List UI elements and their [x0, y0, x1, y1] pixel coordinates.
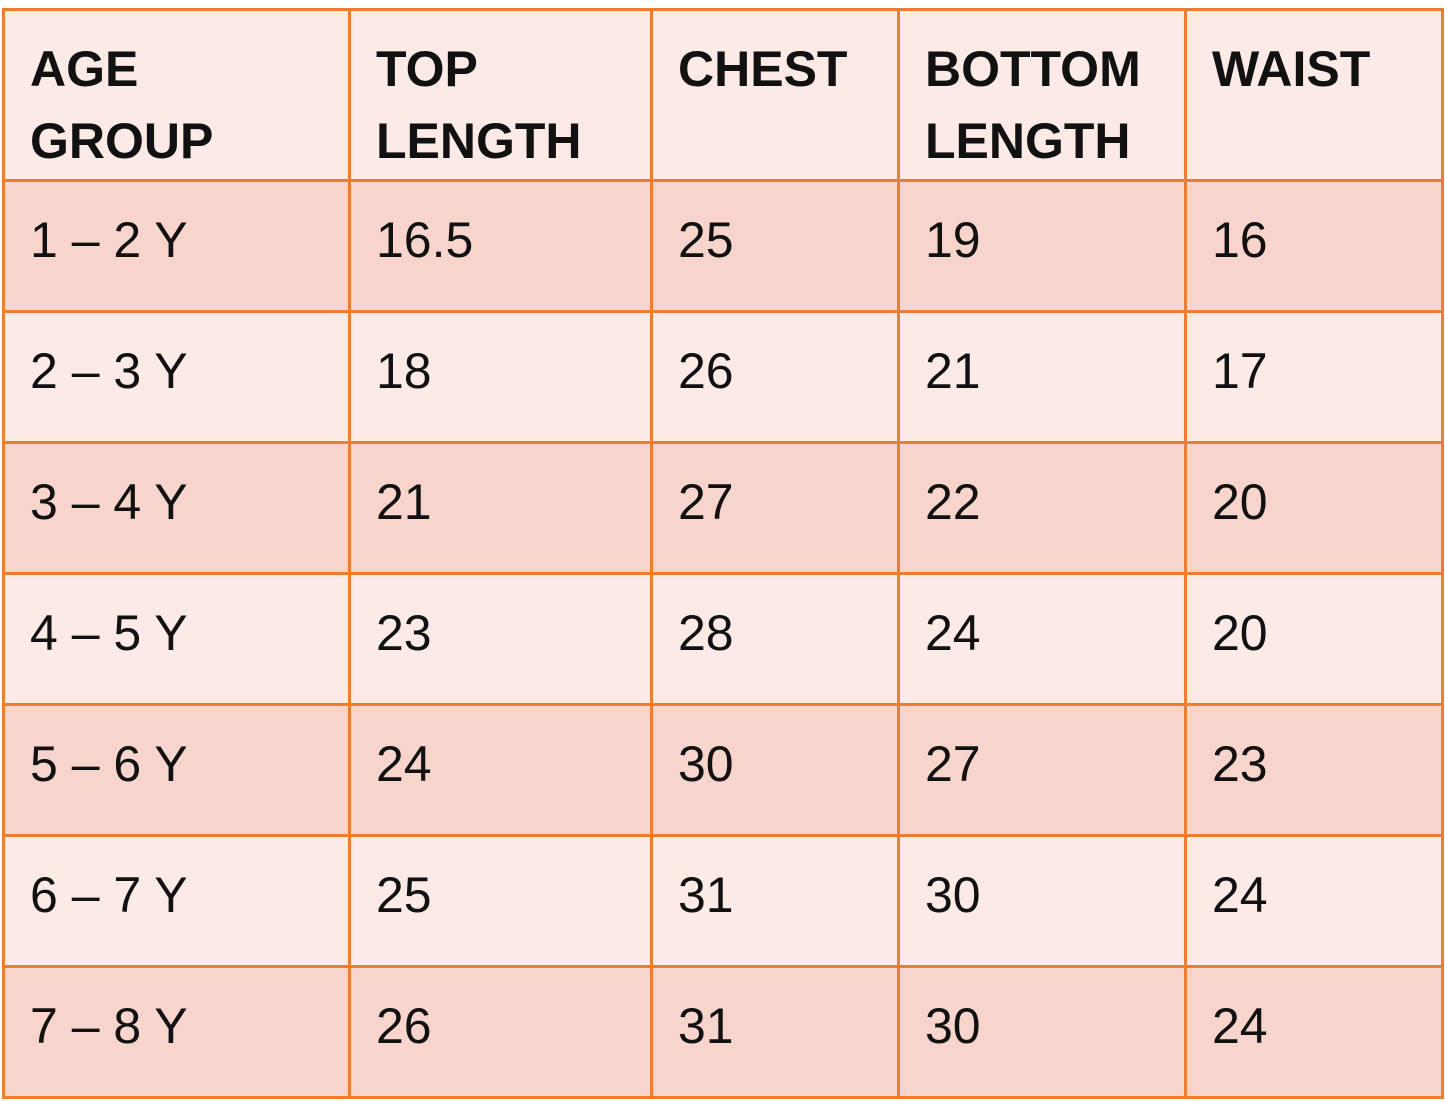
header-text: TOP LENGTH — [376, 41, 582, 169]
age-group-cell: 7 – 8 Y — [2, 965, 351, 1099]
table-row: 1 – 2 Y 16.5 25 19 16 — [2, 179, 1444, 313]
table-row: 5 – 6 Y 24 30 27 23 — [2, 703, 1444, 837]
table-row: 3 – 4 Y 21 27 22 20 — [2, 441, 1444, 575]
header-text: CHEST — [678, 41, 848, 97]
table-row: 6 – 7 Y 25 31 30 24 — [2, 834, 1444, 968]
header-cell: TOP LENGTH — [348, 8, 653, 182]
age-group-cell: 5 – 6 Y — [2, 703, 351, 837]
header-row: AGE GROUP TOP LENGTH CHEST BOTTOM LENGTH WAI… — [2, 8, 1444, 182]
measurement-cell: 20 — [1184, 572, 1444, 706]
header-cell: WAIST — [1184, 8, 1444, 182]
measurement-cell: 27 — [897, 703, 1187, 837]
measurement-cell: 30 — [897, 965, 1187, 1099]
measurement-cell: 20 — [1184, 441, 1444, 575]
header-cell: CHEST — [650, 8, 900, 182]
measurement-cell: 26 — [348, 965, 653, 1099]
measurement-cell: 23 — [348, 572, 653, 706]
measurement-cell: 18 — [348, 310, 653, 444]
measurement-cell: 21 — [348, 441, 653, 575]
age-group-cell: 1 – 2 Y — [2, 179, 351, 313]
measurement-cell: 23 — [1184, 703, 1444, 837]
measurement-cell: 25 — [348, 834, 653, 968]
header-cell: BOTTOM LENGTH — [897, 8, 1187, 182]
table-row: 4 – 5 Y 23 28 24 20 — [2, 572, 1444, 706]
age-group-cell: 6 – 7 Y — [2, 834, 351, 968]
measurement-cell: 24 — [1184, 834, 1444, 968]
table-row: 7 – 8 Y 26 31 30 24 — [2, 965, 1444, 1099]
measurement-cell: 26 — [650, 310, 900, 444]
age-group-cell: 2 – 3 Y — [2, 310, 351, 444]
measurement-cell: 30 — [897, 834, 1187, 968]
measurement-cell: 31 — [650, 965, 900, 1099]
measurement-cell: 21 — [897, 310, 1187, 444]
header-cell: AGE GROUP — [2, 8, 351, 182]
measurement-cell: 28 — [650, 572, 900, 706]
measurement-cell: 24 — [348, 703, 653, 837]
measurement-cell: 16.5 — [348, 179, 653, 313]
age-group-cell: 3 – 4 Y — [2, 441, 351, 575]
header-text: BOTTOM LENGTH — [925, 41, 1141, 169]
measurement-cell: 16 — [1184, 179, 1444, 313]
table-row: 2 – 3 Y 18 26 21 17 — [2, 310, 1444, 444]
measurement-cell: 27 — [650, 441, 900, 575]
measurement-cell: 22 — [897, 441, 1187, 575]
measurement-cell: 24 — [1184, 965, 1444, 1099]
header-text: WAIST — [1212, 41, 1371, 97]
measurement-cell: 19 — [897, 179, 1187, 313]
header-text: AGE GROUP — [30, 41, 214, 169]
measurement-cell: 25 — [650, 179, 900, 313]
measurement-cell: 24 — [897, 572, 1187, 706]
size-table: AGE GROUP TOP LENGTH CHEST BOTTOM LENGTH WAI… — [2, 8, 1444, 1099]
measurement-cell: 30 — [650, 703, 900, 837]
measurement-cell: 17 — [1184, 310, 1444, 444]
measurement-cell: 31 — [650, 834, 900, 968]
age-group-cell: 4 – 5 Y — [2, 572, 351, 706]
